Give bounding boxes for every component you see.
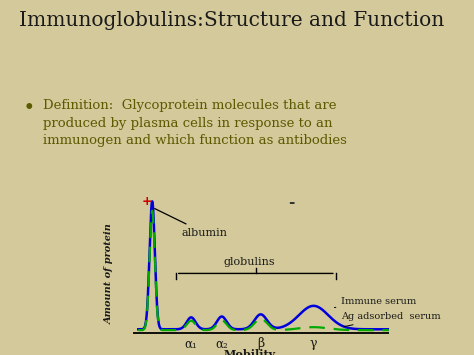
Text: Immunoglobulins:Structure and Function: Immunoglobulins:Structure and Function (19, 11, 444, 30)
Text: Mobility: Mobility (224, 349, 276, 355)
Text: albumin: albumin (155, 208, 228, 238)
Text: +: + (141, 195, 152, 208)
Text: Immune serum: Immune serum (335, 297, 417, 307)
Text: α₂: α₂ (215, 337, 228, 350)
Text: α₁: α₁ (185, 337, 198, 350)
Text: Ag adsorbed  serum: Ag adsorbed serum (341, 312, 441, 327)
Text: •: • (24, 99, 34, 118)
Text: Amount of protein: Amount of protein (105, 223, 114, 324)
Text: β: β (257, 337, 264, 350)
Text: γ: γ (310, 337, 317, 350)
Text: globulins: globulins (224, 257, 275, 267)
Text: -: - (288, 195, 294, 209)
Text: Definition:  Glycoprotein molecules that are
produced by plasma cells in respons: Definition: Glycoprotein molecules that … (43, 99, 346, 147)
